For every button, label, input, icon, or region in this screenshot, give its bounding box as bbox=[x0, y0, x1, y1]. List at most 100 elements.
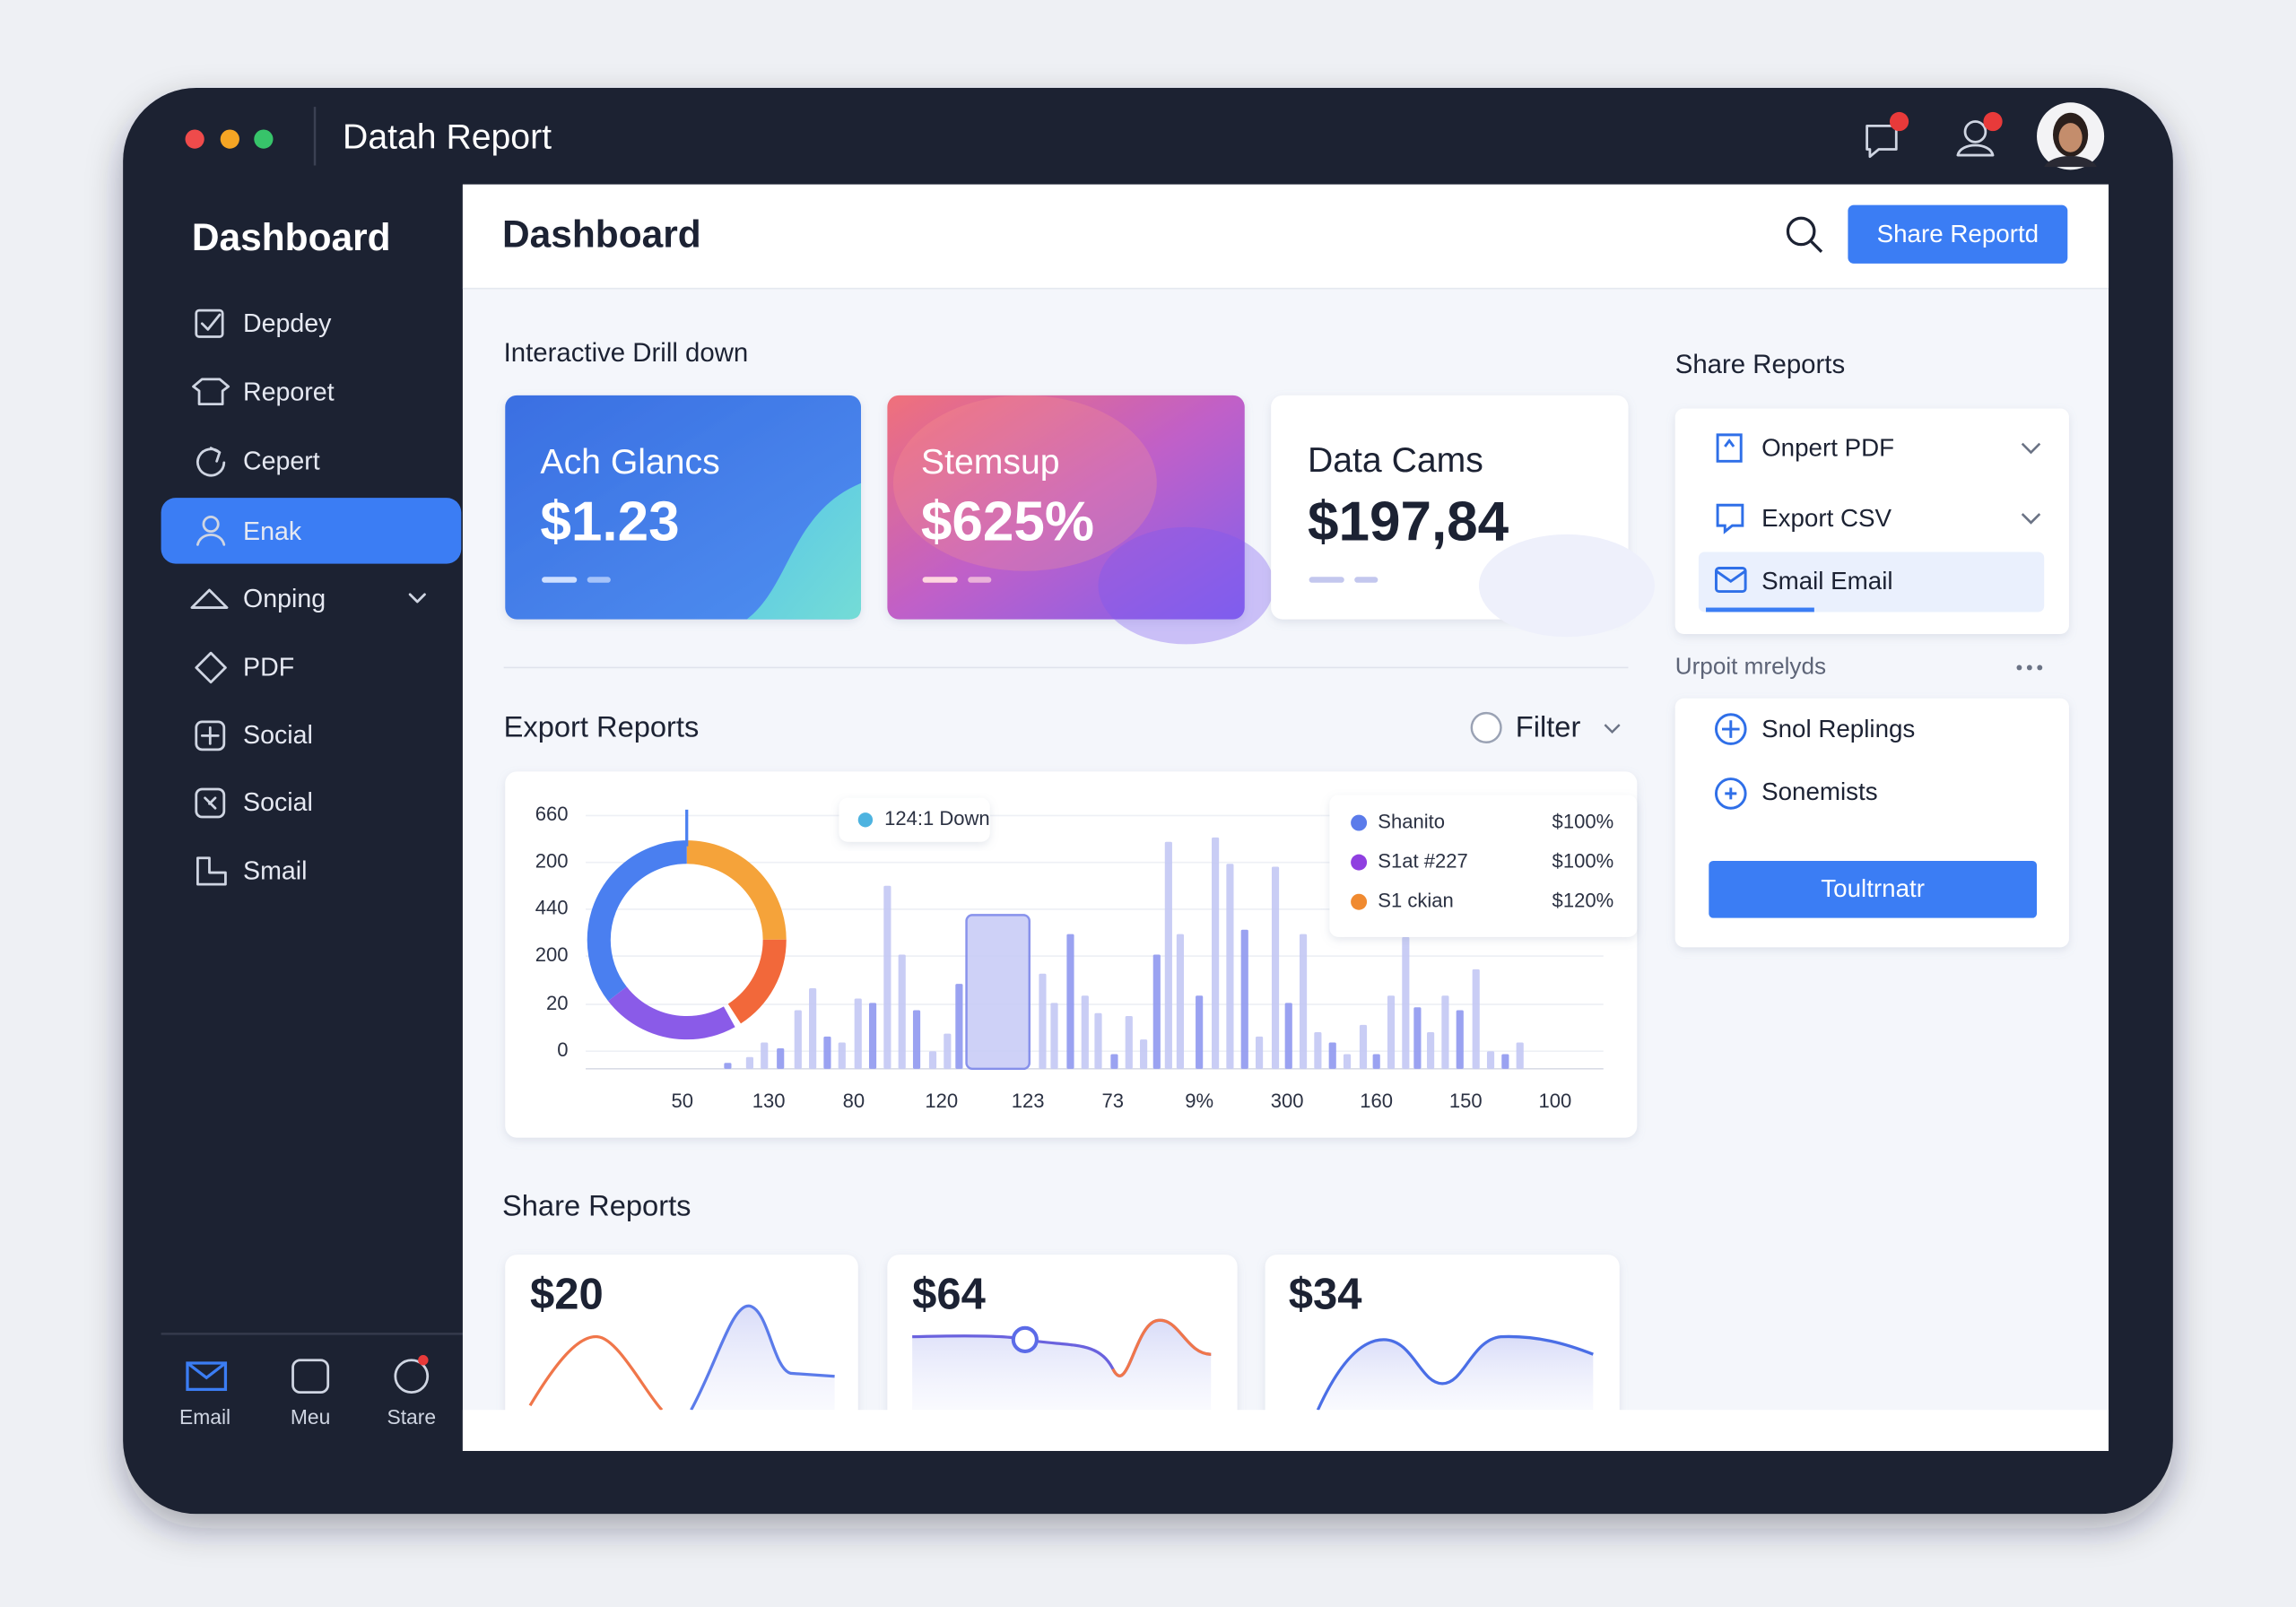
bar-shape bbox=[777, 1047, 785, 1069]
nav-label: Onping bbox=[243, 585, 326, 613]
option-label: Smail Email bbox=[1761, 567, 1892, 595]
selected-bar[interactable] bbox=[965, 914, 1031, 1071]
bar-shape bbox=[809, 988, 817, 1069]
bar-shape bbox=[1441, 995, 1449, 1069]
x-label: 130 bbox=[752, 1090, 786, 1112]
bar-shape bbox=[1372, 1054, 1380, 1069]
side-button[interactable]: Toultrnatr bbox=[1709, 861, 2038, 918]
bar-shape bbox=[761, 1042, 769, 1069]
export-option[interactable]: Smail Email bbox=[1698, 552, 2045, 612]
option-label: Onpert PDF bbox=[1761, 434, 1894, 462]
page-title: Dashboard bbox=[502, 213, 701, 256]
sparkline-card[interactable]: $64 bbox=[887, 1255, 1238, 1431]
nav-label: Social bbox=[243, 788, 313, 817]
nav-item[interactable]: Smail bbox=[196, 856, 307, 886]
more-menu[interactable] bbox=[2016, 665, 2043, 671]
nav-active-bg bbox=[161, 498, 462, 564]
bar-shape bbox=[1196, 995, 1204, 1069]
metric-card[interactable]: Stemsup $625% bbox=[887, 395, 1274, 645]
x-label: 160 bbox=[1360, 1090, 1393, 1112]
bar-shape bbox=[1359, 1024, 1368, 1069]
bar-shape bbox=[838, 1042, 846, 1069]
nav-item[interactable]: Social bbox=[195, 720, 313, 751]
x-label: 300 bbox=[1271, 1090, 1304, 1112]
link-label: Sonemists bbox=[1761, 777, 1878, 805]
nav-item[interactable]: Social bbox=[195, 787, 313, 819]
legend-name: S1at #227 bbox=[1378, 849, 1467, 872]
nav-item[interactable]: Onping bbox=[190, 585, 426, 613]
bar-shape bbox=[823, 1036, 831, 1069]
bar-shape bbox=[1472, 969, 1480, 1069]
bar-shape bbox=[1066, 934, 1074, 1069]
bar-shape bbox=[912, 1010, 921, 1069]
x-labels: 50 130 80 120 123 73 9% 300 160 150 100 bbox=[672, 1090, 1572, 1112]
bar-shape bbox=[1094, 1012, 1102, 1069]
tag-label: 124:1 Down bbox=[884, 807, 990, 830]
bar-shape bbox=[1140, 1039, 1148, 1069]
search-button[interactable] bbox=[1786, 216, 1823, 253]
bottom-nav-label: Email bbox=[179, 1405, 230, 1429]
metric-card[interactable]: Data Cams $197,84 bbox=[1271, 395, 1655, 638]
bar-shape bbox=[898, 954, 906, 1069]
nav-item[interactable]: Depdey bbox=[195, 308, 332, 338]
bar-shape bbox=[1501, 1054, 1509, 1069]
share-button[interactable]: Share Reportd bbox=[1848, 204, 2068, 264]
filter-control[interactable]: Filter bbox=[1470, 710, 1621, 743]
nav-label: PDF bbox=[243, 654, 294, 682]
bar-shape bbox=[883, 885, 891, 1069]
legend-value: $100% bbox=[1552, 810, 1614, 832]
side-link[interactable]: Sonemists bbox=[1715, 777, 1878, 810]
bar-shape bbox=[1152, 954, 1161, 1069]
window-dot bbox=[254, 129, 274, 149]
header-bar bbox=[462, 184, 2109, 289]
bar-shape bbox=[944, 1033, 952, 1069]
bar-shape bbox=[1039, 973, 1047, 1069]
bar-shape bbox=[724, 1063, 732, 1069]
chart-legend: Shanito $100% S1at #227 $100% S1 ckian $120… bbox=[1329, 795, 1638, 937]
nav-label: Enak bbox=[243, 517, 302, 546]
bar-shape bbox=[1343, 1054, 1352, 1069]
bar-shape bbox=[1081, 995, 1089, 1069]
export-option[interactable]: Onpert PDF bbox=[1716, 433, 2041, 463]
bottom-nav-item[interactable]: Email bbox=[179, 1361, 230, 1429]
window-title: Datah Report bbox=[343, 117, 552, 156]
bar-shape bbox=[745, 1056, 753, 1069]
bottom-nav-item[interactable]: Stare bbox=[387, 1355, 436, 1429]
sparkline-card[interactable]: $34 bbox=[1265, 1255, 1620, 1431]
button-label: Toultrnatr bbox=[1821, 874, 1925, 902]
bar-shape bbox=[854, 998, 862, 1069]
bar-shape bbox=[1050, 1003, 1058, 1069]
nav-item[interactable]: Reporet bbox=[192, 378, 335, 407]
nav-label: Cepert bbox=[243, 447, 320, 475]
window-dot bbox=[220, 129, 239, 149]
bar-shape bbox=[1516, 1042, 1524, 1069]
side-link[interactable]: Snol Replings bbox=[1715, 713, 1915, 745]
panel-footer bbox=[462, 1410, 2109, 1451]
bar-shape bbox=[1328, 1042, 1336, 1069]
avatar[interactable] bbox=[2037, 102, 2105, 170]
export-option[interactable]: Export CSV bbox=[1716, 503, 2041, 534]
sidebar-title: Dashboard bbox=[192, 216, 391, 258]
nav-item[interactable]: PDF bbox=[195, 651, 294, 684]
bar-shape bbox=[955, 984, 963, 1069]
bar-shape bbox=[928, 1051, 937, 1069]
y-label: 20 bbox=[546, 992, 569, 1014]
nav-item[interactable]: Enak bbox=[196, 515, 302, 546]
sparkline-card[interactable]: $20 bbox=[505, 1255, 858, 1431]
bar-shape bbox=[1486, 1051, 1495, 1069]
nav-item[interactable]: Cepert bbox=[196, 447, 320, 477]
side-title: Share Reports bbox=[1675, 350, 1845, 379]
legend-name: Shanito bbox=[1378, 810, 1445, 832]
chat-icon[interactable] bbox=[1866, 111, 1909, 159]
bar-shape bbox=[1402, 936, 1410, 1069]
user-icon[interactable] bbox=[1956, 111, 2003, 157]
metric-card[interactable]: Ach Glancs $1.23 bbox=[505, 395, 861, 620]
bottom-nav-label: Meu bbox=[291, 1405, 330, 1429]
bottom-nav-item[interactable]: Meu bbox=[291, 1359, 330, 1429]
x-label: 50 bbox=[672, 1090, 694, 1112]
x-label: 73 bbox=[1102, 1090, 1125, 1112]
bar-shape bbox=[1314, 1032, 1322, 1069]
window-dot bbox=[185, 129, 204, 149]
bar-shape bbox=[1125, 1016, 1133, 1069]
